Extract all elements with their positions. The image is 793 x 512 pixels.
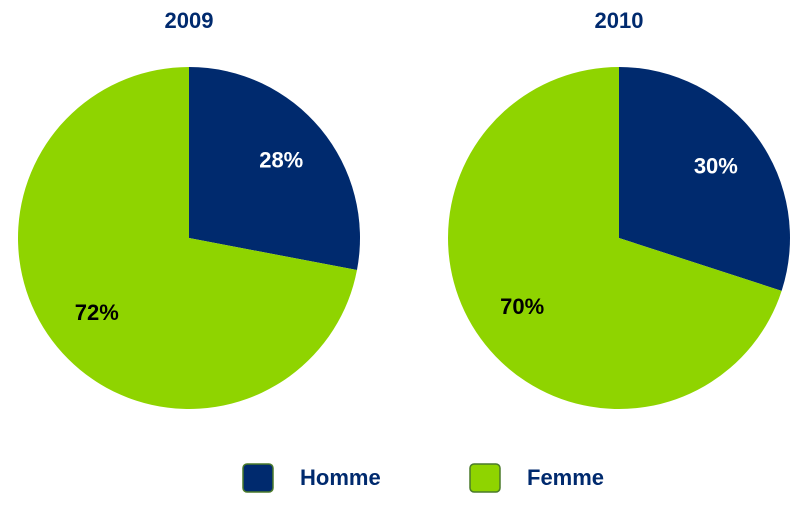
- pie-slice: [619, 67, 790, 291]
- legend-label: Homme: [300, 465, 381, 490]
- legend-label: Femme: [527, 465, 604, 490]
- pie-slice: [448, 67, 782, 409]
- data-label: 72%: [75, 300, 119, 325]
- chart-title: 2010: [595, 8, 644, 33]
- data-label: 30%: [694, 153, 738, 178]
- legend-swatch: [242, 463, 274, 493]
- data-label: 28%: [259, 148, 303, 173]
- chart-title: 2009: [165, 8, 214, 33]
- pie-slice: [189, 67, 360, 271]
- pie-slice: [17, 67, 357, 409]
- data-label: 70%: [500, 294, 544, 319]
- legend-swatch: [469, 463, 501, 493]
